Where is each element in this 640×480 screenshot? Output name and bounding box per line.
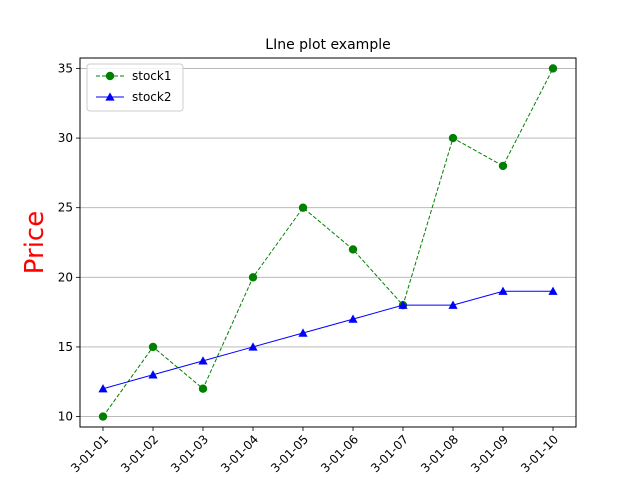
data-point-stock1-8 xyxy=(498,161,508,171)
gridlines xyxy=(80,68,576,417)
series-line-stock2 xyxy=(102,290,553,390)
series-stock2 xyxy=(98,286,558,393)
y-tick-label-25: 25 xyxy=(58,201,73,215)
data-point-stock2-5 xyxy=(348,314,358,323)
data-point-stock1-4 xyxy=(298,203,308,212)
y-axis-ticks: 10 15 20 25 30 35 xyxy=(58,61,80,424)
y-tick-label-20: 20 xyxy=(58,270,73,284)
y-tick-label-30: 30 xyxy=(58,131,73,145)
data-point-stock1-1 xyxy=(148,342,158,352)
x-tick-label-0: 3-01-01 xyxy=(68,432,111,475)
series-line-stock1 xyxy=(102,68,554,417)
x-tick-label-6: 3-01-07 xyxy=(368,432,411,475)
x-tick-label-8: 3-01-09 xyxy=(468,432,511,475)
data-point-stock2-4 xyxy=(298,328,308,337)
data-point-stock1-3 xyxy=(248,273,258,282)
legend: stock1 stock2 xyxy=(86,63,184,112)
y-tick-label-35: 35 xyxy=(58,61,73,75)
data-point-stock2-1 xyxy=(148,370,158,379)
legend-label-stock2: stock2 xyxy=(132,90,171,104)
data-point-stock2-3 xyxy=(248,342,258,351)
x-tick-label-1: 3-01-02 xyxy=(118,432,161,475)
data-point-stock2-0 xyxy=(98,384,108,393)
chart-title: LIne plot example xyxy=(265,37,390,53)
data-point-stock2-7 xyxy=(448,300,458,309)
data-point-stock1-5 xyxy=(348,245,358,254)
data-point-stock1-9 xyxy=(548,64,558,73)
data-point-stock2-6 xyxy=(398,300,408,309)
y-axis-label: Price xyxy=(20,211,50,274)
series-layer xyxy=(98,64,558,421)
data-point-stock2-8 xyxy=(498,286,508,295)
x-tick-label-4: 3-01-05 xyxy=(268,432,311,475)
data-point-stock2-2 xyxy=(198,356,208,365)
x-axis-ticks: 3-01-01 3-01-02 3-01-03 3-01-04 3-01-05 3-01-… xyxy=(68,427,561,475)
x-tick-label-9: 3-01-10 xyxy=(518,432,561,475)
data-point-stock1-7 xyxy=(448,133,458,143)
x-tick-label-5: 3-01-06 xyxy=(318,432,361,475)
data-point-stock1-2 xyxy=(198,384,208,393)
data-point-stock1-0 xyxy=(98,412,108,421)
data-point-stock2-9 xyxy=(548,286,558,295)
x-tick-label-2: 3-01-03 xyxy=(168,432,211,475)
series-stock1 xyxy=(98,64,558,421)
y-tick-label-10: 10 xyxy=(58,410,73,424)
legend-marker-stock1 xyxy=(105,71,115,81)
legend-label-stock1: stock1 xyxy=(132,69,171,83)
y-tick-label-15: 15 xyxy=(58,340,73,354)
x-tick-label-7: 3-01-08 xyxy=(418,432,461,475)
plot-frame xyxy=(79,57,577,428)
legend-marker-stock2 xyxy=(105,92,115,101)
x-tick-label-3: 3-01-04 xyxy=(218,432,261,475)
